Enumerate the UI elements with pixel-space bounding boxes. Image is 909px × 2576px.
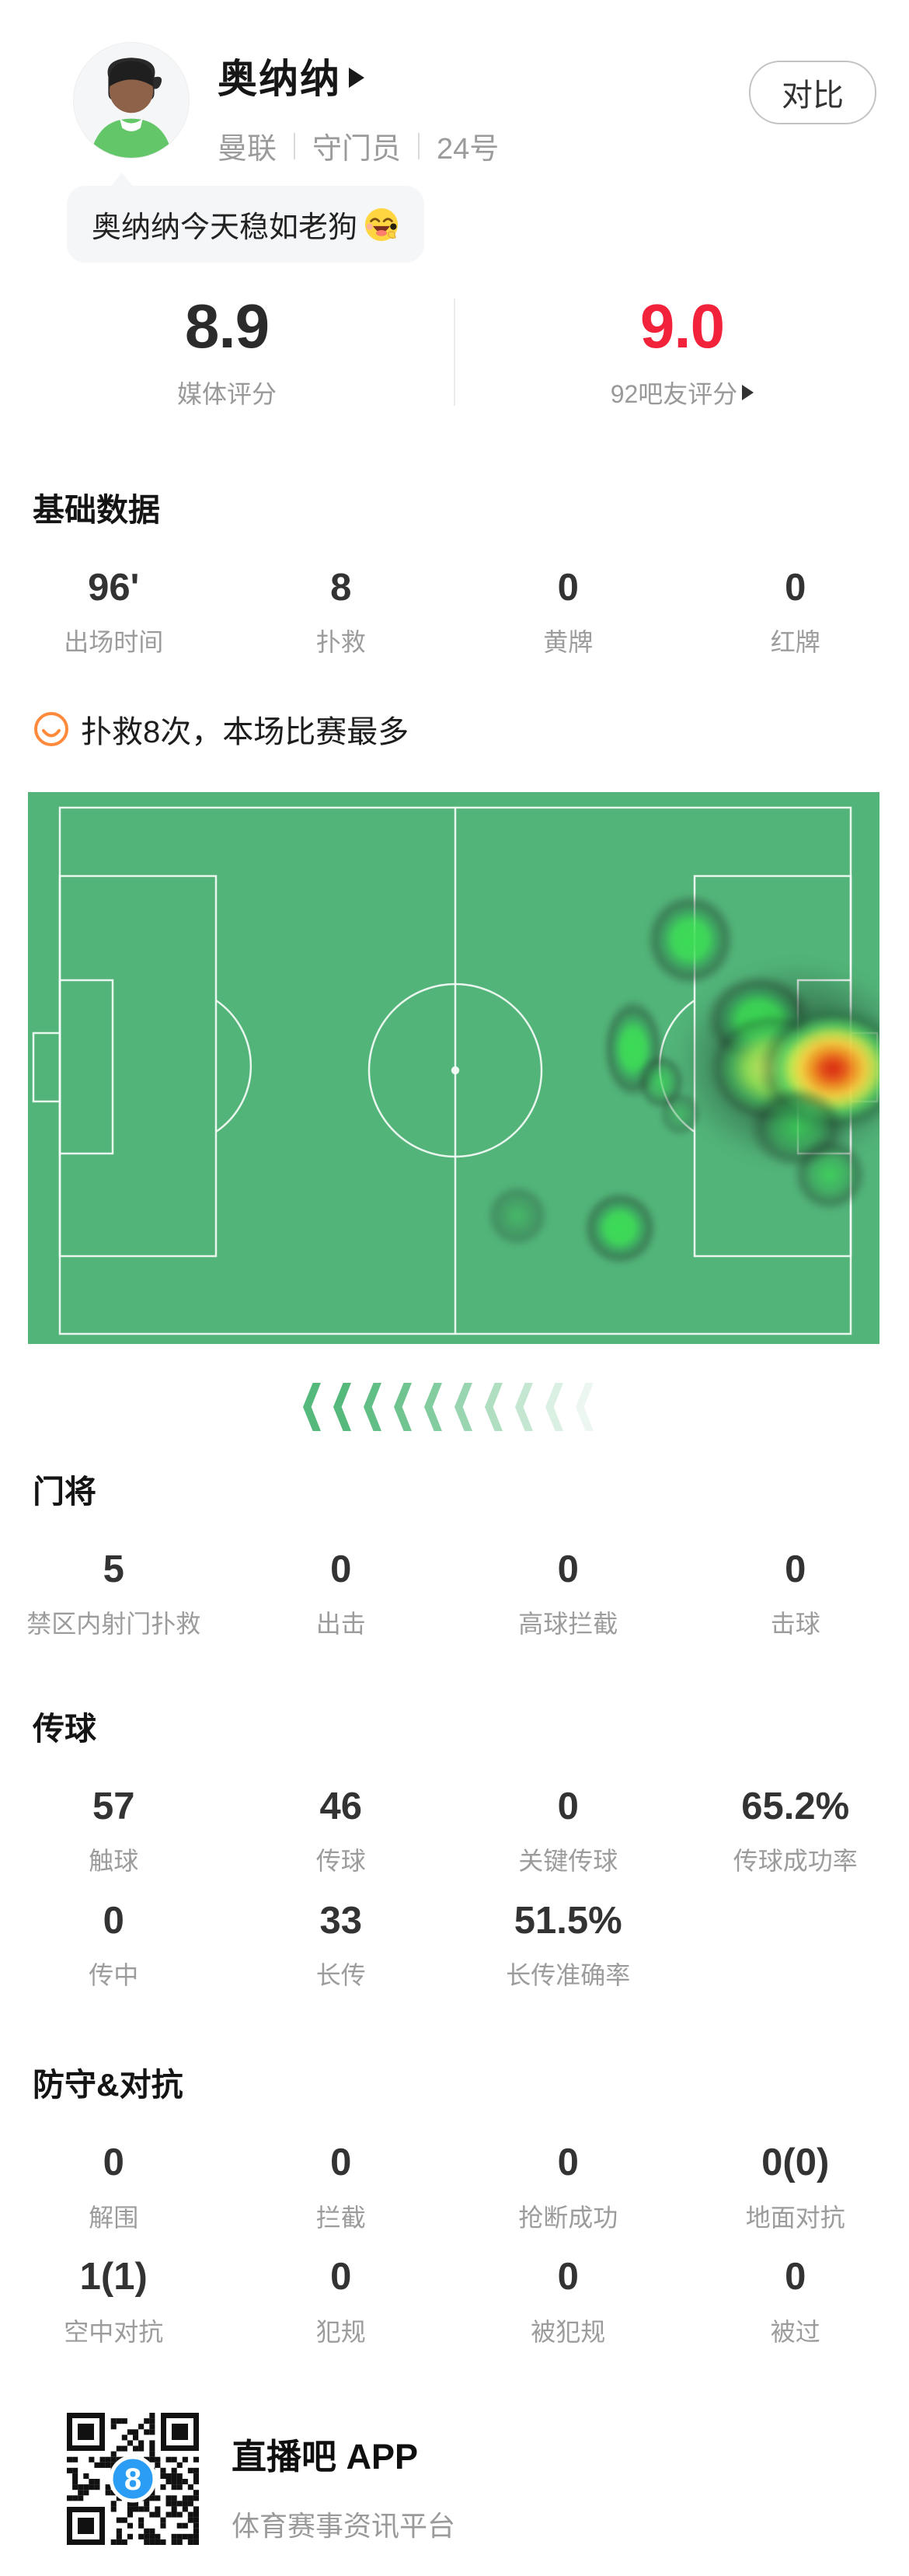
app-slogan: 体育赛事资讯平台	[232, 2510, 456, 2543]
caret-right-icon	[742, 385, 754, 400]
comment-row: 奥纳纳今天稳如老狗	[67, 173, 909, 263]
stat-cell: 96' 出场时间	[64, 566, 164, 657]
comment-bubble[interactable]: 奥纳纳今天稳如老狗	[67, 173, 425, 263]
chevron-left-icon	[485, 1383, 503, 1432]
fans-rating-value: 9.0	[639, 291, 725, 361]
chevron-left-icon	[364, 1383, 381, 1432]
basic-stats-grid: 96' 出场时间 8 扑救 0 黄牌 0 红牌	[0, 566, 909, 657]
stat-cell: 0 传中	[89, 1900, 139, 1990]
chevron-left-icon	[303, 1383, 321, 1432]
stat-cell: 8 扑救	[315, 566, 366, 657]
highlight-note: 扑救8次，本场比赛最多	[33, 707, 909, 752]
chevron-left-icon	[515, 1383, 533, 1432]
compare-button-label: 对比	[782, 79, 844, 113]
stat-cell: 0 关键传球	[518, 1785, 618, 1876]
fans-rating[interactable]: 9.0 92吧友评分	[455, 294, 909, 410]
heatmap-pitch	[28, 792, 879, 1345]
player-info: 奥纳纳 曼联 守门员 24号	[218, 42, 499, 167]
stat-cell: 0 犯规	[315, 2256, 366, 2346]
divider	[418, 132, 420, 159]
stat-cell: 0 红牌	[770, 566, 820, 657]
player-name-row[interactable]: 奥纳纳	[218, 47, 499, 104]
laughing-emoji-icon	[364, 208, 399, 241]
ratings-row: 8.9 媒体评分 9.0 92吧友评分	[0, 294, 909, 410]
media-rating: 8.9 媒体评分	[0, 294, 454, 410]
section-title-passing: 传球	[33, 1711, 96, 1747]
comment-text: 奥纳纳今天稳如老狗	[92, 211, 358, 244]
highlight-text: 扑救8次，本场比赛最多	[81, 715, 409, 750]
heatmap-layer	[28, 792, 879, 1344]
stat-cell: 0 高球拦截	[518, 1548, 618, 1639]
media-rating-label: 媒体评分	[176, 380, 277, 408]
heat-blob	[583, 1191, 657, 1266]
player-position: 守门员	[312, 133, 402, 166]
svg-text:8: 8	[124, 2463, 141, 2497]
attack-direction-chevrons	[0, 1383, 909, 1432]
stat-cell: 0(0) 地面对抗	[745, 2141, 845, 2232]
stat-cell: 46 传球	[315, 1785, 366, 1876]
profile-header: 奥纳纳 曼联 守门员 24号 对比	[0, 0, 909, 167]
heat-blob	[486, 1185, 549, 1248]
heat-blob	[792, 1137, 867, 1213]
footer-info: 直播吧 APP 体育赛事资讯平台	[232, 2413, 455, 2544]
stat-cell: 5 禁区内射门扑救	[26, 1548, 201, 1639]
qr-code-image: 8	[67, 2413, 199, 2546]
stat-cell: 65.2% 传球成功率	[733, 1785, 858, 1876]
shirt-number: 24号	[437, 133, 500, 166]
goalkeeper-stats-grid: 5 禁区内射门扑救 0 出击 0 高球拦截 0 击球	[0, 1548, 909, 1639]
defense-stats-row1: 0 解围 0 拦截 0 抢断成功 0(0) 地面对抗	[0, 2141, 909, 2232]
caret-right-icon	[349, 68, 365, 88]
stat-cell-empty	[682, 1899, 909, 1990]
divider	[294, 132, 296, 159]
avatar-placeholder-icon	[74, 43, 189, 158]
stat-cell: 51.5% 长传准确率	[506, 1900, 631, 1990]
stat-cell: 1(1) 空中对抗	[64, 2256, 164, 2346]
chevron-left-icon	[545, 1383, 563, 1432]
player-name: 奥纳纳	[218, 57, 342, 101]
app-name: 直播吧 APP	[232, 2437, 419, 2477]
stat-cell: 0 拦截	[315, 2141, 366, 2232]
player-avatar[interactable]	[73, 42, 190, 159]
section-title-defense: 防守&对抗	[33, 2067, 183, 2103]
stat-cell: 33 长传	[315, 1900, 366, 1990]
team-name: 曼联	[218, 133, 277, 166]
qr-code: 8	[67, 2413, 199, 2546]
divider	[454, 298, 455, 406]
smiley-icon	[34, 712, 68, 747]
section-title-basic: 基础数据	[33, 492, 160, 528]
fans-rating-label[interactable]: 92吧友评分	[455, 375, 909, 410]
stat-cell: 57 触球	[89, 1785, 139, 1876]
heat-blob	[645, 893, 735, 987]
stat-cell: 0 抢断成功	[518, 2141, 618, 2232]
section-title-goalkeeper: 门将	[33, 1474, 96, 1510]
player-meta: 曼联 守门员 24号	[218, 124, 499, 167]
media-rating-value: 8.9	[184, 291, 270, 361]
app-footer: 8 直播吧 APP 体育赛事资讯平台	[67, 2413, 909, 2546]
passing-stats-row2: 0 传中 33 长传 51.5% 长传准确率	[0, 1899, 909, 1990]
chevron-left-icon	[576, 1383, 594, 1432]
chevron-left-icon	[424, 1383, 442, 1432]
chevron-left-icon	[333, 1383, 351, 1432]
chevron-left-icon	[454, 1383, 472, 1432]
compare-button[interactable]: 对比	[749, 61, 876, 124]
defense-stats-row2: 1(1) 空中对抗 0 犯规 0 被犯规 0 被过	[0, 2255, 909, 2346]
stat-cell: 0 被犯规	[531, 2256, 606, 2346]
stat-cell: 0 解围	[89, 2141, 139, 2232]
stat-cell: 0 黄牌	[543, 566, 594, 657]
stat-cell: 0 被过	[770, 2256, 820, 2346]
stat-cell: 0 出击	[315, 1548, 366, 1639]
stat-cell: 0 击球	[770, 1548, 820, 1639]
chevron-left-icon	[394, 1383, 412, 1432]
passing-stats-row1: 57 触球 46 传球 0 关键传球 65.2% 传球成功率	[0, 1785, 909, 1876]
